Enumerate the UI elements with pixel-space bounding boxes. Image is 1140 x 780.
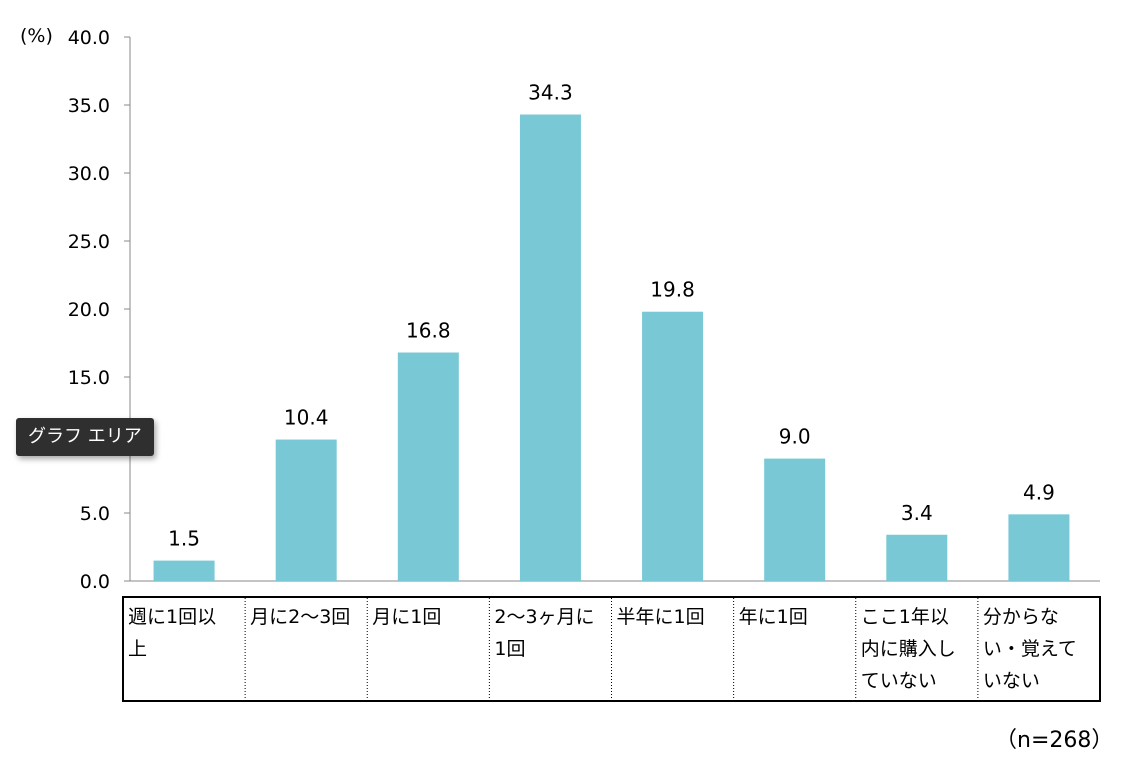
unit-label: (%) bbox=[20, 25, 53, 47]
data-label: 10.4 bbox=[284, 406, 329, 430]
category-label: 週に1回以上 bbox=[128, 606, 217, 660]
data-label: 9.0 bbox=[779, 425, 811, 449]
chart-area-tooltip: グラフ エリア bbox=[16, 418, 154, 456]
bar bbox=[886, 534, 948, 581]
category-table-border bbox=[122, 596, 1101, 702]
data-label: 3.4 bbox=[901, 501, 933, 525]
category-label: 半年に1回 bbox=[616, 606, 705, 628]
y-tick-label: 20.0 bbox=[68, 299, 110, 321]
category-label: ここ1年以 内に購入し ていない bbox=[860, 606, 956, 692]
y-tick-label: 25.0 bbox=[68, 231, 110, 253]
category-label: 月に1回 bbox=[372, 606, 442, 628]
y-axis-ticks: 0.05.010.015.020.025.030.035.040.0 bbox=[68, 27, 130, 593]
y-tick-label: 30.0 bbox=[68, 163, 110, 185]
bars bbox=[153, 114, 1070, 582]
category-label: 分からな い・覚えて いない bbox=[982, 606, 1077, 692]
bar bbox=[397, 352, 459, 581]
y-tick-label: 40.0 bbox=[68, 27, 110, 49]
bar bbox=[764, 458, 826, 581]
bar bbox=[519, 114, 581, 582]
category-label: 2〜3ヶ月に 1回 bbox=[494, 606, 595, 660]
sample-size-note: （n=268） bbox=[995, 728, 1114, 753]
y-tick-label: 15.0 bbox=[68, 367, 110, 389]
bar bbox=[275, 439, 337, 581]
y-tick-label: 35.0 bbox=[68, 95, 110, 117]
category-label: 年に1回 bbox=[738, 606, 808, 628]
bar bbox=[1008, 514, 1070, 581]
category-dividers bbox=[244, 598, 979, 700]
data-label: 16.8 bbox=[406, 319, 451, 343]
y-tick-label: 5.0 bbox=[80, 503, 110, 525]
bar bbox=[642, 311, 704, 581]
data-labels: 1.5 10.4 16.8 34.3 19.8 9.0 3.4 4.9 bbox=[168, 81, 1055, 551]
y-tick-label: 0.0 bbox=[80, 571, 110, 593]
bar bbox=[153, 560, 215, 581]
data-label: 1.5 bbox=[168, 527, 200, 551]
data-label: 4.9 bbox=[1023, 480, 1055, 504]
data-label: 19.8 bbox=[650, 278, 695, 302]
data-label: 34.3 bbox=[528, 81, 573, 105]
category-label: 月に2〜3回 bbox=[250, 606, 351, 628]
